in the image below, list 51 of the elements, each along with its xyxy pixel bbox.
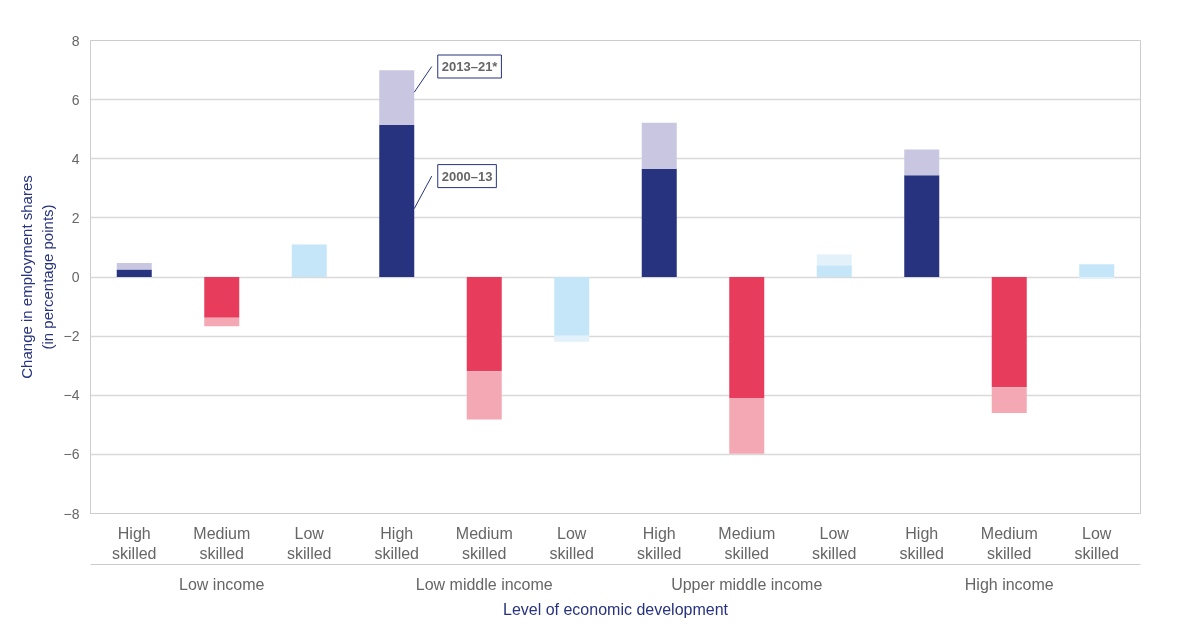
y-tick-label: 4: [71, 150, 80, 167]
bar: [554, 277, 590, 336]
bar: [729, 277, 765, 398]
bar: [116, 269, 152, 277]
y-tick-label: 8: [71, 32, 80, 49]
y-axis-title: Change in employment shares (in percentage points): [18, 175, 56, 379]
bar: [991, 277, 1027, 388]
x-tick-label: Medium skilled: [718, 524, 776, 562]
y-tick-label: 2: [71, 209, 80, 226]
bar: [904, 149, 940, 176]
x-tick-label: High skilled: [374, 524, 419, 562]
x-tick-label: Low skilled: [287, 524, 332, 562]
x-tick-label: Low skilled: [1074, 524, 1119, 562]
bar: [816, 254, 852, 266]
x-tick-label: High skilled: [112, 524, 157, 562]
bar: [554, 335, 590, 342]
x-tick-label: Medium skilled: [455, 524, 513, 562]
x-tick-label: Medium skilled: [193, 524, 251, 562]
x-axis-title: Level of economic development: [502, 600, 729, 618]
y-tick-label: −8: [63, 505, 80, 522]
y-tick-label: 0: [71, 269, 80, 285]
bar: [466, 277, 502, 372]
bar: [204, 317, 240, 327]
bar: [1079, 277, 1115, 280]
bar: [729, 397, 765, 454]
y-tick-label: −6: [63, 446, 80, 463]
bar: [904, 175, 940, 277]
x-tick-label: High skilled: [637, 524, 682, 562]
text: High income: [964, 575, 1054, 593]
y-tick-label: −4: [63, 387, 80, 404]
text: 2013–21*: [441, 59, 499, 75]
y-tick-label: 6: [71, 91, 80, 108]
text: Low income: [179, 575, 265, 593]
y-tick-label: −2: [63, 328, 80, 345]
bar: [1079, 264, 1115, 277]
text: Low middle income: [415, 575, 553, 593]
bar: [991, 387, 1027, 413]
bar: [204, 277, 240, 318]
x-tick-label: Low skilled: [549, 524, 594, 562]
x-tick-label: High skilled: [899, 524, 944, 562]
text: Upper middle income: [671, 575, 823, 593]
bar: [641, 168, 677, 277]
x-tick-label: Low skilled: [812, 524, 857, 562]
bar: [641, 122, 677, 169]
bar: [816, 265, 852, 277]
bar: [291, 244, 327, 277]
x-tick-label: Medium skilled: [980, 524, 1038, 562]
bar: [116, 263, 152, 270]
bar: [379, 70, 415, 126]
bar: [466, 371, 502, 420]
text: 2000–13: [441, 168, 493, 184]
